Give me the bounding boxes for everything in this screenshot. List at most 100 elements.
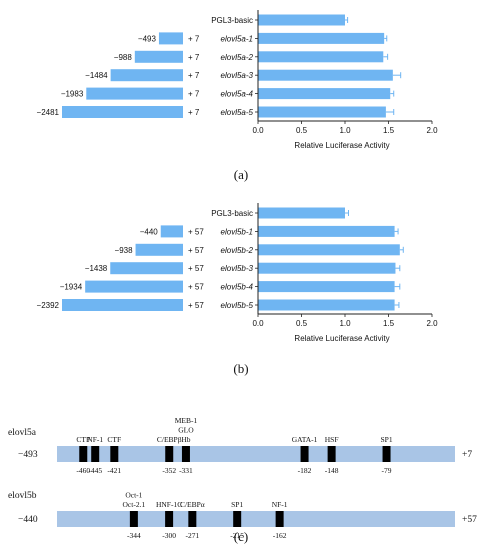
binding-site-elovl5b-4 <box>275 511 284 527</box>
construct-bar-3 <box>110 69 183 82</box>
track-start-label: −493 <box>18 450 38 460</box>
bar-3 <box>258 51 384 63</box>
construct-end-label: + 7 <box>188 53 200 62</box>
construct-start-label: −493 <box>138 34 157 43</box>
bar-6 <box>258 106 386 118</box>
bar-1 <box>258 14 345 26</box>
binding-site-elovl5b-0 <box>129 511 138 527</box>
tf-label: GATA-1 <box>292 435 318 444</box>
x-tick-label: 1.5 <box>383 126 395 135</box>
binding-site-elovl5a-5 <box>300 446 309 462</box>
category-label-4: elovl5b-3 <box>221 264 254 273</box>
bar-5 <box>258 281 395 293</box>
bar-2 <box>258 32 385 44</box>
site-position-label: -300 <box>162 531 176 540</box>
panel-b: PGL3-basic elovl5b-1 elovl5b-2 elovl5b-3 elo… <box>37 203 438 343</box>
tf-label: HSF <box>325 435 339 444</box>
tf-label: NF-1 <box>272 500 288 509</box>
construct-bar-2 <box>134 50 183 63</box>
construct-end-label: + 57 <box>188 264 204 273</box>
site-position-label: -215 <box>230 531 244 540</box>
construct-end-label: + 7 <box>188 108 200 117</box>
tf-label: CTF <box>76 435 90 444</box>
binding-site-elovl5a-3 <box>165 446 174 462</box>
construct-start-label: −938 <box>115 246 134 255</box>
site-position-label: -79 <box>382 466 392 475</box>
x-tick-label: 0.0 <box>252 319 264 328</box>
construct-start-label: −988 <box>114 53 133 62</box>
construct-end-label: + 7 <box>188 90 200 99</box>
binding-site-elovl5a-6 <box>327 446 336 462</box>
category-label-6: elovl5b-5 <box>221 301 254 310</box>
category-label-1: PGL3-basic <box>211 16 253 25</box>
bar-6 <box>258 299 395 311</box>
site-position-label: -148 <box>325 466 339 475</box>
construct-end-label: + 57 <box>188 283 204 292</box>
x-axis-label: Relative Luciferase Activity <box>294 334 389 343</box>
bar-2 <box>258 225 395 237</box>
construct-end-label: + 57 <box>188 301 204 310</box>
panel-a: PGL3-basic elovl5a-1 elovl5a-2 elovl5a-3 elo… <box>37 10 438 150</box>
binding-site-elovl5a-7 <box>382 446 391 462</box>
caption-b: (b) <box>233 361 248 376</box>
track-end-label: +57 <box>462 515 477 525</box>
panel-c: elovl5a −493 +7 -460 CTF -445 NF-1 -421 CTF -352 C… <box>8 416 477 540</box>
construct-start-label: −2481 <box>37 108 60 117</box>
binding-site-elovl5a-0 <box>79 446 88 462</box>
construct-bar-4 <box>85 280 183 293</box>
tf-label: MEB-1 <box>175 416 198 425</box>
construct-start-label: −440 <box>140 227 159 236</box>
construct-end-label: + 7 <box>188 71 200 80</box>
construct-start-label: −1983 <box>61 90 84 99</box>
binding-site-elovl5b-2 <box>188 511 197 527</box>
tf-label: CTF <box>107 435 121 444</box>
site-position-label: -162 <box>273 531 287 540</box>
bar-4 <box>258 262 396 274</box>
tf-label: Oct-1 <box>125 491 142 500</box>
x-tick-label: 0.0 <box>252 126 264 135</box>
x-axis-label: Relative Luciferase Activity <box>294 141 389 150</box>
caption-a: (a) <box>234 167 248 182</box>
tf-label: C/EBPα <box>180 500 205 509</box>
site-position-label: -352 <box>162 466 176 475</box>
tf-label: HNF-1C <box>156 500 182 509</box>
x-tick-label: 1.0 <box>339 126 351 135</box>
category-label-2: elovl5a-1 <box>221 34 253 43</box>
construct-start-label: −1934 <box>60 283 83 292</box>
construct-bar-2 <box>135 243 183 256</box>
x-tick-label: 0.5 <box>296 319 308 328</box>
bar-4 <box>258 69 393 81</box>
construct-bar-1 <box>158 32 183 45</box>
construct-end-label: + 57 <box>188 246 204 255</box>
category-label-3: elovl5b-2 <box>221 246 254 255</box>
tf-label: Oct-2.1 <box>123 500 146 509</box>
site-position-label: -331 <box>179 466 193 475</box>
category-label-3: elovl5a-2 <box>221 53 254 62</box>
site-position-label: -421 <box>107 466 121 475</box>
site-position-label: -271 <box>185 531 199 540</box>
binding-site-elovl5a-4 <box>181 446 190 462</box>
promoter-track-elovl5b <box>57 511 455 527</box>
x-tick-label: 1.5 <box>383 319 395 328</box>
tf-label: Hb <box>181 435 190 444</box>
construct-bar-5 <box>62 106 183 118</box>
site-position-label: -445 <box>88 466 102 475</box>
binding-site-elovl5a-1 <box>91 446 100 462</box>
tf-label: SP1 <box>380 435 392 444</box>
category-label-2: elovl5b-1 <box>221 227 253 236</box>
category-label-1: PGL3-basic <box>211 209 253 218</box>
construct-start-label: −2392 <box>37 301 60 310</box>
x-tick-label: 1.0 <box>339 319 351 328</box>
x-tick-label: 2.0 <box>426 319 438 328</box>
track-name: elovl5b <box>8 491 37 501</box>
binding-site-elovl5a-2 <box>110 446 119 462</box>
binding-site-elovl5b-3 <box>233 511 242 527</box>
tf-label: NF-1 <box>87 435 103 444</box>
x-tick-label: 0.5 <box>296 126 308 135</box>
site-position-label: -460 <box>76 466 90 475</box>
track-name: elovl5a <box>8 428 37 438</box>
bar-5 <box>258 88 391 100</box>
category-label-5: elovl5b-4 <box>221 283 254 292</box>
construct-end-label: + 57 <box>188 227 204 236</box>
site-position-label: -344 <box>127 531 141 540</box>
